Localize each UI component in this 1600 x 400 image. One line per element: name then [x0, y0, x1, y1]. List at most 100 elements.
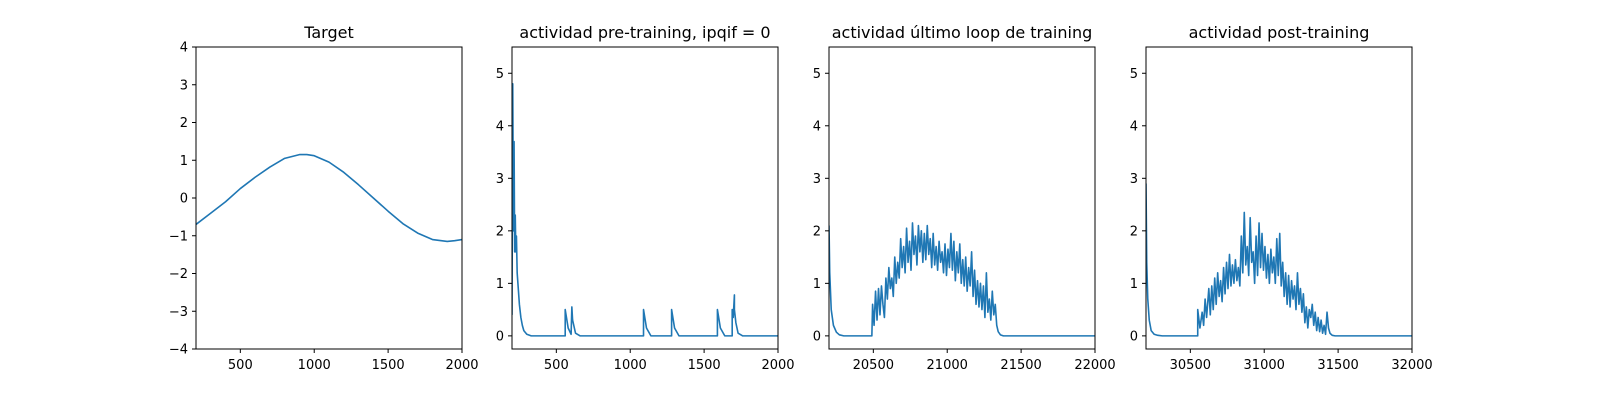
data-point — [720, 327, 722, 329]
data-point — [446, 241, 448, 243]
data-point — [989, 298, 991, 300]
data-point — [1233, 283, 1235, 285]
data-point — [984, 317, 986, 319]
data-point — [516, 235, 518, 237]
data-point — [515, 251, 517, 253]
data-point — [1263, 269, 1265, 271]
data-point — [734, 309, 736, 311]
data-point — [1161, 335, 1163, 337]
data-point — [1282, 262, 1284, 264]
data-point — [1292, 298, 1294, 300]
data-point — [387, 210, 389, 212]
data-point — [1297, 272, 1299, 274]
data-point — [254, 176, 256, 178]
data-point — [1269, 283, 1271, 285]
data-point — [1230, 285, 1232, 287]
y-tick-label: 0 — [1130, 329, 1138, 344]
data-point — [1147, 298, 1149, 300]
y-tick-label: −3 — [169, 305, 188, 320]
data-point — [731, 335, 733, 337]
data-point — [991, 290, 993, 292]
data-point — [955, 280, 957, 282]
data-point — [734, 294, 736, 296]
y-tick-label: 3 — [1130, 172, 1138, 187]
y-tick-label: 2 — [1130, 224, 1138, 239]
data-point — [306, 154, 308, 156]
data-point — [912, 222, 914, 224]
y-tick-label: 2 — [180, 116, 188, 131]
data-point — [1248, 275, 1250, 277]
data-point — [1153, 333, 1155, 335]
x-tick-label: 500 — [228, 358, 253, 373]
data-point — [966, 290, 968, 292]
data-point — [299, 154, 301, 156]
data-point — [897, 262, 899, 264]
data-point — [1289, 306, 1291, 308]
y-tick-label: 3 — [496, 172, 504, 187]
x-tick-label: 2000 — [761, 358, 794, 373]
data-point — [575, 332, 577, 334]
data-point — [646, 327, 648, 329]
data-point — [1197, 309, 1199, 311]
data-point — [944, 243, 946, 245]
data-point — [901, 267, 903, 269]
data-point — [975, 304, 977, 306]
data-point — [1229, 254, 1231, 256]
subplot-title: actividad post-training — [1189, 23, 1370, 42]
data-point — [240, 188, 242, 190]
data-point — [937, 269, 939, 271]
data-point — [1208, 288, 1210, 290]
data-point — [878, 288, 880, 290]
data-point — [1204, 298, 1206, 300]
data-point — [567, 327, 569, 329]
data-point — [1220, 280, 1222, 282]
data-point — [1226, 262, 1228, 264]
data-point — [983, 285, 985, 287]
data-point — [517, 283, 519, 285]
data-point — [935, 246, 937, 248]
data-point — [210, 212, 212, 214]
data-point — [1246, 246, 1248, 248]
x-tick-label: 2000 — [445, 358, 478, 373]
data-point — [513, 141, 515, 143]
data-point — [904, 272, 906, 274]
data-point — [269, 166, 271, 168]
data-point — [1241, 235, 1243, 237]
data-point — [898, 277, 900, 279]
data-point — [987, 311, 989, 313]
data-point — [1215, 304, 1217, 306]
data-point — [974, 269, 976, 271]
data-point — [1331, 335, 1333, 337]
data-point — [1211, 285, 1213, 287]
data-point — [1254, 283, 1256, 285]
y-tick-label: 2 — [496, 224, 504, 239]
y-tick-label: −1 — [169, 229, 188, 244]
data-point — [909, 241, 911, 243]
data-point — [522, 325, 524, 327]
data-point — [1218, 296, 1220, 298]
data-point — [894, 256, 896, 258]
data-point — [1276, 238, 1278, 240]
data-point — [717, 309, 719, 311]
data-point — [836, 331, 838, 333]
x-tick-label: 30500 — [1170, 358, 1211, 373]
data-point — [570, 333, 572, 335]
data-point — [1242, 272, 1244, 274]
data-point — [1261, 233, 1263, 235]
y-tick-label: 4 — [180, 41, 188, 56]
data-point — [519, 304, 521, 306]
subplot-title: actividad pre-training, ipqif = 0 — [519, 23, 770, 42]
data-point — [993, 314, 995, 316]
y-tick-label: 3 — [813, 172, 821, 187]
data-point — [516, 272, 518, 274]
y-tick-label: 1 — [1130, 277, 1138, 292]
data-point — [1252, 251, 1254, 253]
data-point — [958, 272, 960, 274]
data-point — [950, 233, 952, 235]
data-point — [934, 264, 936, 266]
data-point — [674, 327, 676, 329]
data-point — [1201, 311, 1203, 313]
data-point — [1323, 325, 1325, 327]
data-point — [1277, 275, 1279, 277]
